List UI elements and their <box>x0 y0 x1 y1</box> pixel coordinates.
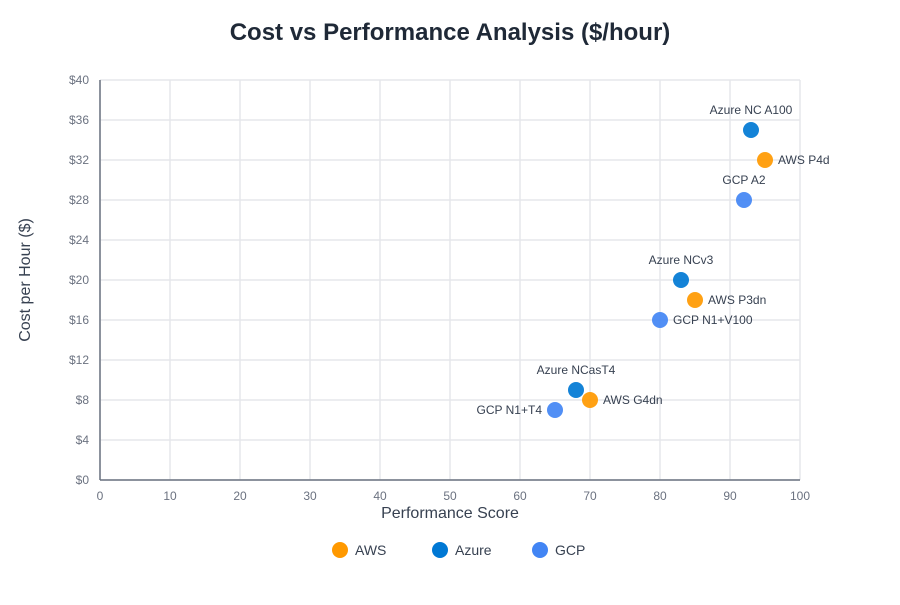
point-label: GCP N1+V100 <box>673 313 753 327</box>
x-tick-label: 40 <box>373 489 387 503</box>
data-point-azure <box>568 382 584 398</box>
point-label: AWS G4dn <box>603 393 663 407</box>
data-point-aws <box>687 292 703 308</box>
y-tick-label: $16 <box>69 313 89 327</box>
x-tick-label: 30 <box>303 489 317 503</box>
point-label: Azure NC A100 <box>710 103 793 117</box>
point-label: Azure NCv3 <box>649 253 714 267</box>
point-label: AWS P4d <box>778 153 830 167</box>
y-tick-label: $40 <box>69 73 89 87</box>
x-tick-label: 0 <box>97 489 104 503</box>
legend-label: Azure <box>455 542 492 558</box>
data-point-aws <box>757 152 773 168</box>
legend: AWS Azure GCP <box>332 542 585 558</box>
x-tick-label: 10 <box>163 489 177 503</box>
x-tick-label: 80 <box>653 489 667 503</box>
point-label: AWS P3dn <box>708 293 766 307</box>
y-tick-label: $28 <box>69 193 89 207</box>
data-point-gcp <box>652 312 668 328</box>
legend-label: GCP <box>555 542 585 558</box>
point-label: GCP A2 <box>722 173 765 187</box>
data-point-aws <box>582 392 598 408</box>
point-labels: AWS P4d AWS P3dn AWS G4dn Azure NC A100 Azur… <box>477 103 830 417</box>
chart-title: Cost vs Performance Analysis ($/hour) <box>230 19 671 46</box>
y-tick-label: $36 <box>69 113 89 127</box>
x-tick-label: 60 <box>513 489 527 503</box>
y-tick-label: $20 <box>69 273 89 287</box>
grid <box>99 79 801 481</box>
data-point-azure <box>743 122 759 138</box>
point-label: Azure NCasT4 <box>537 363 616 377</box>
x-tick-label: 100 <box>790 489 810 503</box>
legend-marker-gcp <box>532 542 548 558</box>
data-points <box>547 122 773 418</box>
axes: 0 10 20 30 40 50 60 70 80 90 100 $0 $4 $8 $12 $16 $20 $24… <box>69 73 810 503</box>
data-point-azure <box>673 272 689 288</box>
data-point-gcp <box>547 402 563 418</box>
y-tick-label: $4 <box>76 433 90 447</box>
y-axis-label: Cost per Hour ($) <box>17 218 34 342</box>
y-tick-label: $32 <box>69 153 89 167</box>
legend-label: AWS <box>355 542 386 558</box>
data-point-gcp <box>736 192 752 208</box>
y-tick-label: $12 <box>69 353 89 367</box>
legend-marker-aws <box>332 542 348 558</box>
y-tick-label: $0 <box>76 473 90 487</box>
legend-marker-azure <box>432 542 448 558</box>
y-tick-label: $8 <box>76 393 90 407</box>
x-tick-label: 90 <box>723 489 737 503</box>
point-label: GCP N1+T4 <box>477 403 543 417</box>
x-tick-label: 70 <box>583 489 597 503</box>
x-tick-label: 50 <box>443 489 457 503</box>
y-tick-label: $24 <box>69 233 89 247</box>
x-tick-label: 20 <box>233 489 247 503</box>
x-axis-label: Performance Score <box>381 505 519 522</box>
